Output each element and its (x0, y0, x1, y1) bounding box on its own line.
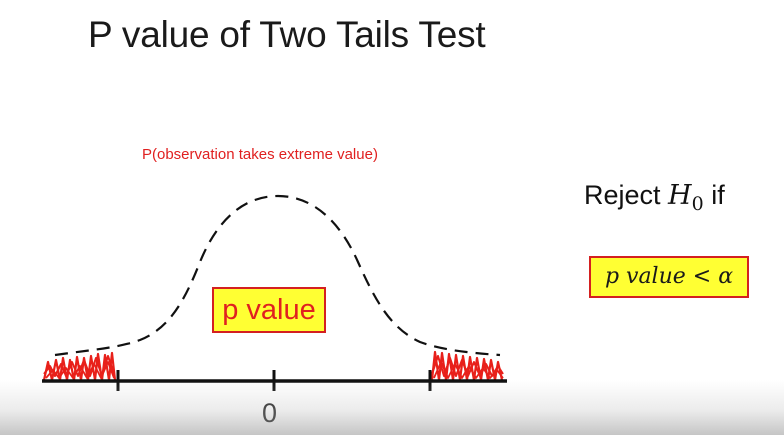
reject-statement: Reject H0 if (584, 180, 725, 215)
rejection-condition-box: p value < α (589, 256, 749, 298)
p-value-label-box: p value (212, 287, 326, 333)
slide-title: P value of Two Tails Test (88, 14, 486, 55)
extreme-value-annotation: P(observation takes extreme value) (142, 146, 378, 163)
bell-curve (54, 194, 501, 357)
reject-prefix: Reject (584, 180, 669, 210)
center-tick-label: 0 (262, 398, 278, 428)
reject-suffix: if (703, 180, 725, 210)
hypothesis-symbol: H (668, 180, 692, 211)
left-tail-shading (42, 351, 117, 382)
hypothesis-subscript: 0 (691, 193, 704, 215)
right-tail-shading (430, 350, 504, 382)
